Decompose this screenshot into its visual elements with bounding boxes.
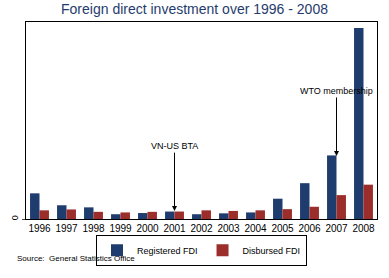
- svg-text:Foreign direct investment over: Foreign direct investment over 1996 - 20…: [61, 1, 328, 17]
- svg-text:Source: General Statistics Of: Source: General Statistics Office: [17, 254, 135, 263]
- svg-text:2003: 2003: [217, 223, 240, 234]
- svg-text:1996: 1996: [28, 223, 51, 234]
- svg-text:Registered FDI: Registered FDI: [137, 246, 198, 256]
- svg-text:2004: 2004: [244, 223, 267, 234]
- svg-text:1998: 1998: [82, 223, 105, 234]
- svg-text:2002: 2002: [190, 223, 213, 234]
- svg-text:2007: 2007: [325, 223, 348, 234]
- svg-text:2005: 2005: [271, 223, 294, 234]
- svg-text:2008: 2008: [352, 223, 375, 234]
- svg-text:2006: 2006: [298, 223, 321, 234]
- svg-text:VN-US BTA: VN-US BTA: [151, 141, 198, 151]
- svg-text:1999: 1999: [109, 223, 132, 234]
- svg-text:2000: 2000: [136, 223, 159, 234]
- svg-text:2001: 2001: [163, 223, 186, 234]
- svg-text:1997: 1997: [55, 223, 78, 234]
- svg-text:WTO membership: WTO membership: [300, 86, 373, 96]
- svg-text:0: 0: [10, 215, 20, 220]
- svg-text:Disbursed FDI: Disbursed FDI: [243, 246, 301, 256]
